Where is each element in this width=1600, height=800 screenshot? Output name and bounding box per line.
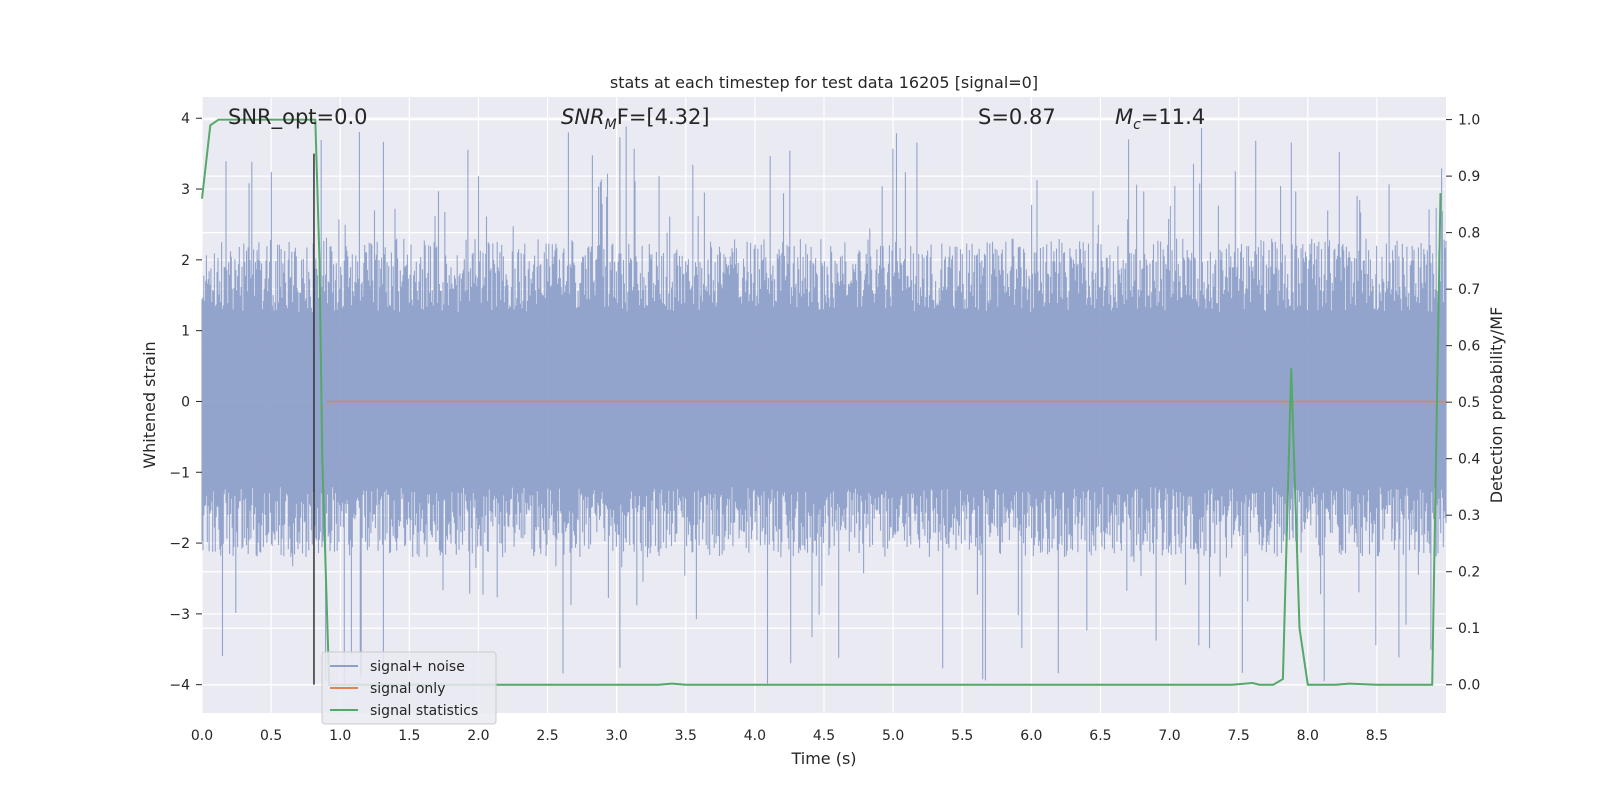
legend-label-statistics: signal statistics <box>370 703 478 719</box>
statistics-line <box>201 118 1442 686</box>
y2-axis-label: Detection probability/MF <box>1487 307 1506 504</box>
snr-mf-main: SNR <box>561 105 605 129</box>
y-tick-label: −2 <box>169 536 190 552</box>
snr-mf-tail: F=[4.32] <box>617 105 710 129</box>
y-tick-label: −1 <box>169 465 190 481</box>
snr-mf-annotation: SNRMF=[4.32] <box>561 105 710 133</box>
y-axis-label: Whitened strain <box>140 341 159 468</box>
y-tick-label: −4 <box>169 678 190 694</box>
y2-tick-label: 0.7 <box>1458 282 1480 298</box>
x-tick-label: 2.5 <box>536 728 558 744</box>
legend: signal+ noise signal only signal statist… <box>321 651 497 725</box>
legend-box <box>321 651 497 725</box>
x-tick-label: 5.0 <box>882 728 904 744</box>
x-axis-ticks: 0.0 0.5 1.0 1.5 2.0 2.5 3.0 3.5 4.0 4.5 5.0 5.5 6.0 6… <box>191 728 1388 744</box>
x-tick-label: 5.5 <box>951 728 973 744</box>
x-tick-label: 1.5 <box>398 728 420 744</box>
s-annotation: S=0.87 <box>978 105 1056 129</box>
y-tick-label: −3 <box>169 607 190 623</box>
noise-trace <box>201 126 1447 684</box>
x-tick-label: 7.0 <box>1158 728 1180 744</box>
x-tick-label: 4.5 <box>813 728 835 744</box>
snr-mf-subscript: M <box>605 117 617 133</box>
legend-label-noise: signal+ noise <box>370 659 465 675</box>
y2-tick-label: 0.8 <box>1458 226 1480 242</box>
y-tick-label: 4 <box>181 111 190 127</box>
x-tick-label: 0.5 <box>260 728 282 744</box>
y-tick-label: 3 <box>181 182 190 198</box>
snr-opt-annotation: SNR_opt=0.0 <box>228 105 368 130</box>
y-axis-ticks: 4 3 2 1 0 −1 −2 −3 −4 <box>169 111 202 694</box>
x-tick-label: 2.0 <box>467 728 489 744</box>
mc-subscript: c <box>1133 117 1141 133</box>
x-tick-label: 8.0 <box>1297 728 1319 744</box>
y2-tick-label: 0.2 <box>1458 565 1480 581</box>
mc-annotation: Mc=11.4 <box>1115 105 1205 133</box>
x-axis-label: Time (s) <box>790 749 856 768</box>
y-tick-label: 0 <box>181 394 190 410</box>
y-tick-label: 2 <box>181 253 190 269</box>
y2-tick-label: 0.9 <box>1458 169 1480 185</box>
y-tick-label: 1 <box>181 324 190 340</box>
x-tick-label: 3.0 <box>606 728 628 744</box>
x-tick-label: 4.0 <box>744 728 766 744</box>
y2-tick-label: 0.6 <box>1458 339 1480 355</box>
y2-axis-ticks: 1.0 0.9 0.8 0.7 0.6 0.5 0.4 0.3 0.2 0.1 0.0 <box>1446 113 1480 694</box>
chart-title: stats at each timestep for test data 162… <box>610 73 1038 92</box>
mc-main: M <box>1115 105 1133 129</box>
y2-tick-label: 0.5 <box>1458 395 1480 411</box>
y2-tick-label: 0.1 <box>1458 621 1480 637</box>
x-tick-label: 7.5 <box>1228 728 1250 744</box>
x-tick-label: 8.5 <box>1366 728 1388 744</box>
y2-tick-label: 0.0 <box>1458 678 1480 694</box>
x-tick-label: 0.0 <box>191 728 213 744</box>
noise-series <box>201 126 1447 684</box>
x-tick-label: 6.5 <box>1089 728 1111 744</box>
x-tick-label: 3.5 <box>675 728 697 744</box>
legend-label-signal-only: signal only <box>370 681 445 697</box>
mc-tail: =11.4 <box>1141 105 1205 129</box>
statistics-series <box>201 118 1442 686</box>
y2-tick-label: 1.0 <box>1458 113 1480 129</box>
x-tick-label: 1.0 <box>329 728 351 744</box>
x-tick-label: 6.0 <box>1020 728 1042 744</box>
y2-tick-label: 0.3 <box>1458 508 1480 524</box>
y2-tick-label: 0.4 <box>1458 452 1480 468</box>
